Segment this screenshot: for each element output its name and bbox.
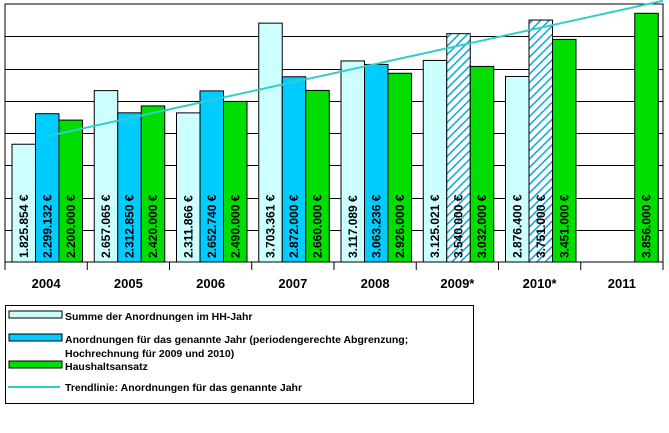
bar-value-label: 2.926.000 €: [393, 194, 407, 258]
bar-3-2007: [305, 89, 330, 263]
x-axis: 2004 2005 2006 2007 2008 2009* 2010* 2011: [4, 262, 664, 291]
bar-value-label: 2.311.866 €: [181, 195, 195, 258]
x-tick-label: 2004: [32, 276, 62, 291]
x-tick-label: 2011: [608, 276, 636, 291]
legend-label: Haushaltsansatz: [65, 361, 148, 373]
bar-3-2008: [387, 72, 412, 263]
bar-value-label: 2.200.000 €: [64, 194, 78, 258]
bar-value-label: 2.312.850 €: [123, 194, 137, 258]
legend-label: Anordnungen für das genannte Jahr (perio…: [65, 334, 408, 346]
legend-label: Trendlinie: Anordnungen für das genannte…: [65, 382, 302, 394]
bar-value-label: 3.451.000 €: [557, 194, 571, 258]
bar-value-label: 3.117.089 €: [346, 195, 360, 258]
bar-value-label: 3.751.000 €: [534, 194, 548, 258]
x-tick-label: 2010*: [523, 276, 558, 291]
x-tick-label: 2009*: [440, 276, 475, 291]
bar-3-2009: [469, 65, 495, 263]
bar-value-label: 3.703.361 €: [264, 194, 278, 258]
legend-label: Hochrechnung für 2009 und 2010): [65, 348, 234, 360]
legend-box: [5, 305, 474, 404]
bar-3-2006: [223, 100, 248, 263]
bar-value-label: 3.032.000 €: [475, 194, 489, 258]
legend-swatch: [8, 360, 63, 369]
bar-value-label: 2.420.000 €: [146, 194, 160, 258]
x-tick-label: 2008: [361, 276, 390, 291]
bar-3-2004: [58, 119, 83, 263]
bars: 1.825.854 € 2.299.132 € 2.200.000 € 2.657.0…: [11, 12, 659, 263]
trendline: [47, 0, 664, 138]
bar-value-label: 2.657.065 €: [99, 194, 113, 258]
bar-value-label: 2.490.000 €: [228, 194, 242, 258]
bar-value-label: 3.856.000 €: [640, 194, 654, 258]
bar-value-label: 2.299.132 €: [40, 194, 54, 258]
bar-value-label: 3.540.000 €: [452, 194, 466, 258]
legend-swatch: [8, 310, 63, 319]
legend-swatch: [8, 333, 63, 342]
bar-3-2011: [634, 12, 659, 263]
bar-value-label: 3.125.021 €: [428, 194, 442, 258]
bar-3-2010: [552, 38, 577, 263]
trendline-layer: [47, 0, 664, 138]
x-tick-label: 2005: [114, 276, 143, 291]
bar-value-label: 1.825.854 €: [17, 194, 31, 258]
x-tick-label: 2007: [278, 276, 307, 291]
bar-value-label: 2.876.400 €: [510, 194, 524, 258]
bar-value-label: 3.063.236 €: [369, 194, 383, 258]
x-tick-label: 2006: [196, 276, 225, 291]
legend: Summe der Anordnungen im HH-Jahr Anordnun…: [5, 305, 474, 404]
bar-value-label: 2.652.740 €: [205, 194, 219, 258]
legend-label: Summe der Anordnungen im HH-Jahr: [65, 311, 252, 323]
bar-3-2005: [140, 105, 166, 263]
bar-value-label: 2.660.000 €: [311, 194, 325, 258]
bar-value-label: 2.872.000 €: [287, 194, 301, 258]
